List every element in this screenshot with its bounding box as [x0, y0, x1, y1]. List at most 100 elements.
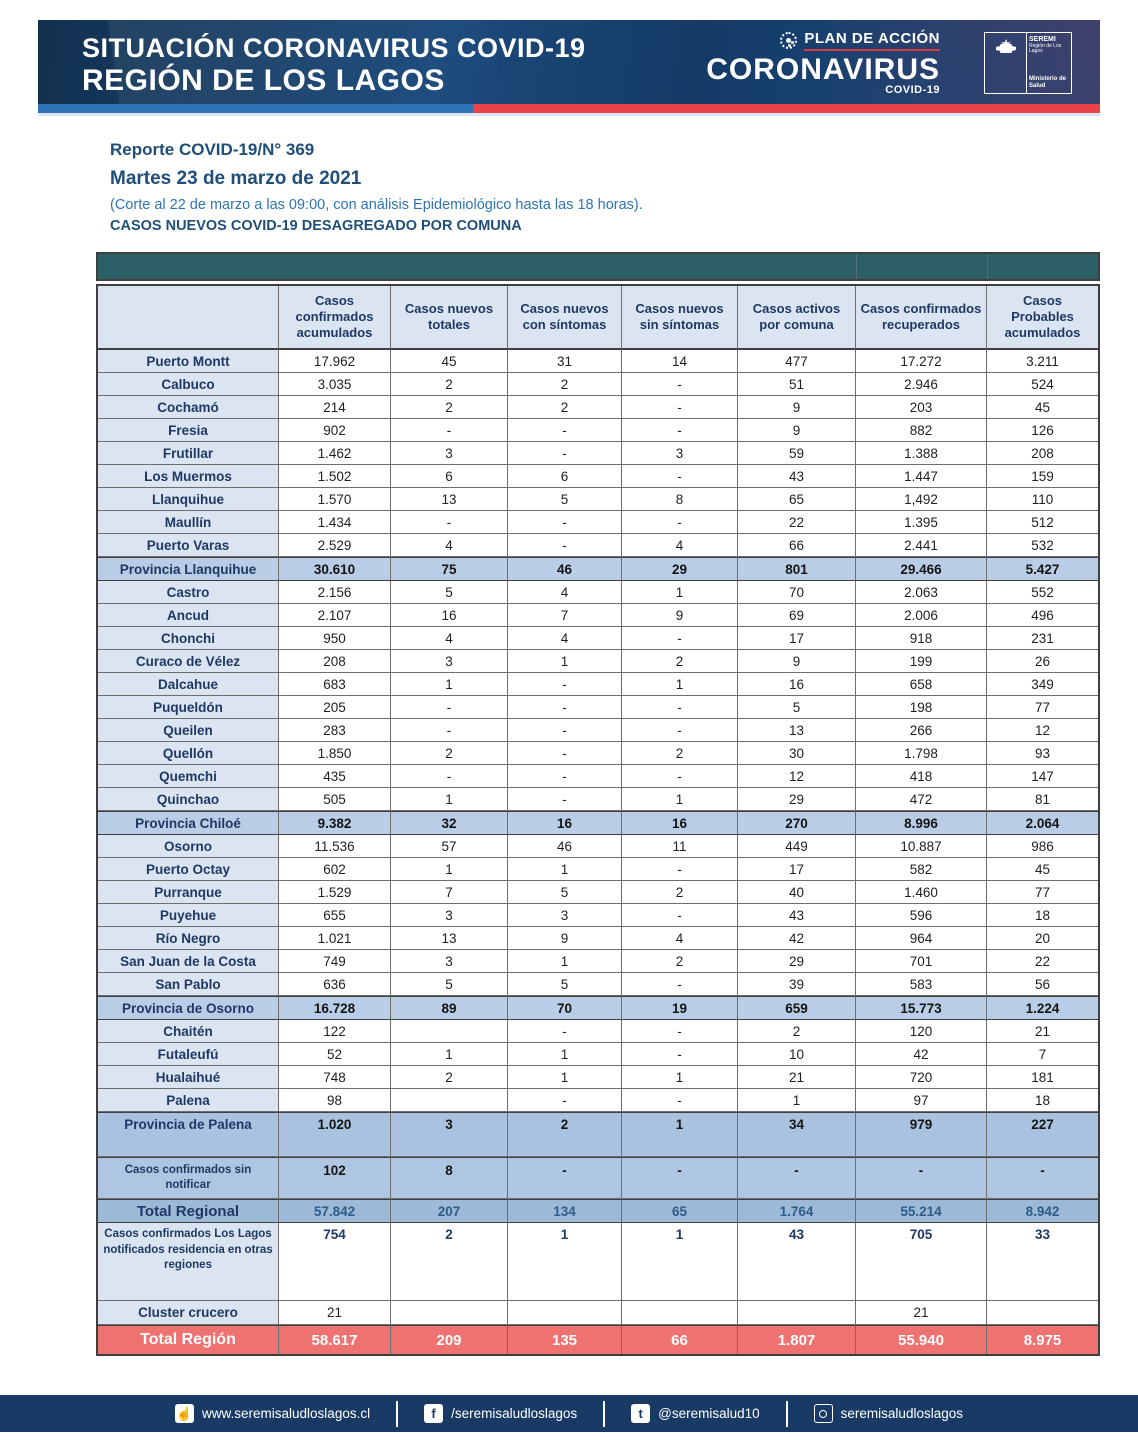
cell-value	[391, 1089, 508, 1112]
column-header: Casos nuevos sin síntomas	[622, 286, 738, 350]
row-label: Puerto Octay	[98, 858, 279, 881]
cell-value: 748	[279, 1066, 391, 1089]
cell-value: 7	[391, 881, 508, 904]
cell-value: 283	[279, 719, 391, 742]
cell-value: -	[622, 719, 738, 742]
row-label: Maullín	[98, 511, 279, 534]
table-row: Curaco de Vélez 208 3 1 2 9 199 26	[98, 650, 1098, 673]
footer-bar: ☝ www.seremisaludloslagos.cl f /seremisa…	[0, 1395, 1138, 1432]
cell-value: 1	[508, 1066, 622, 1089]
row-label: San Pablo	[98, 973, 279, 996]
cell-value: 231	[987, 627, 1098, 650]
cell-value: 5	[391, 973, 508, 996]
cell-value: 42	[856, 1043, 987, 1066]
cell-value: 21	[856, 1301, 987, 1325]
instagram-icon	[813, 1404, 833, 1423]
cell-value: 1	[738, 1089, 856, 1112]
cell-value: 16	[391, 604, 508, 627]
cell-value: 21	[738, 1066, 856, 1089]
table-row: Puerto Varas 2.529 4-4 66 2.441 532	[98, 534, 1098, 557]
cell-value: -	[622, 858, 738, 881]
table-row: Cluster crucero 21 21	[98, 1301, 1098, 1325]
cell-value: 29	[738, 788, 856, 811]
cell-value: 349	[987, 673, 1098, 696]
footer-instagram-label: seremisaludloslagos	[840, 1406, 963, 1421]
table-row: Provincia de Osorno 16.728 89 70 19 659 15.773…	[98, 996, 1098, 1020]
cell-value: 3	[391, 904, 508, 927]
row-label: Palena	[98, 1089, 279, 1112]
cell-value: 17	[738, 627, 856, 650]
row-label: Quemchi	[98, 765, 279, 788]
cell-value: 3	[391, 442, 508, 465]
footer-facebook-link[interactable]: f /seremisaludloslagos	[398, 1402, 603, 1426]
cell-value: 658	[856, 673, 987, 696]
cell-value: 102	[279, 1157, 391, 1199]
accent-strip-underline	[38, 113, 1100, 116]
table-row: Los Muermos 1.502 6 6-43 1.447 159	[98, 465, 1098, 488]
cell-value: 524	[987, 373, 1098, 396]
cell-value: 16	[738, 673, 856, 696]
cell-value: 3	[508, 904, 622, 927]
footer-tumblr-link[interactable]: t @seremisalud10	[605, 1402, 786, 1426]
cell-value: 208	[279, 650, 391, 673]
cell-value: 40	[738, 881, 856, 904]
cell-value: 449	[738, 835, 856, 858]
table-row: Quemchi 435- - -12 418 147	[98, 765, 1098, 788]
cell-value: 17.962	[279, 350, 391, 373]
table-row: San Juan de la Costa 749 3 1 2 29 701 22	[98, 950, 1098, 973]
row-label: Fresia	[98, 419, 279, 442]
cell-value: 532	[987, 534, 1098, 557]
cell-value: 6	[508, 465, 622, 488]
cell-value: 4	[508, 581, 622, 604]
cell-value: -	[508, 742, 622, 765]
row-label: Chaitén	[98, 1020, 279, 1043]
cell-value: -	[622, 1043, 738, 1066]
cell-value: 1	[622, 1223, 738, 1301]
row-label: Casos confirmados sin notificar	[98, 1157, 279, 1199]
table-row: Calbuco 3.035 2 2-51 2.946 524	[98, 373, 1098, 396]
cell-value: 2.529	[279, 534, 391, 557]
cell-value: 57.842	[279, 1199, 391, 1223]
cell-value: 2.441	[856, 534, 987, 557]
cell-value: 582	[856, 858, 987, 881]
row-label: Los Muermos	[98, 465, 279, 488]
cell-value: 16	[622, 811, 738, 835]
row-label: San Juan de la Costa	[98, 950, 279, 973]
cell-value: 1.462	[279, 442, 391, 465]
chile-crest-icon	[985, 33, 1027, 93]
cell-value: 950	[279, 627, 391, 650]
table-row: Dalcahue 683 1-1 16 658 349	[98, 673, 1098, 696]
cell-value: 5	[508, 973, 622, 996]
cell-value: 477	[738, 350, 856, 373]
cell-value: 2.156	[279, 581, 391, 604]
cell-value: -	[508, 696, 622, 719]
footer-tumblr-label: @seremisalud10	[658, 1406, 760, 1421]
cell-value: 1.850	[279, 742, 391, 765]
table-row: Puerto Montt 17.962 45 31 14 477 17.272 3.211	[98, 350, 1098, 373]
cell-value: 19	[622, 996, 738, 1020]
cell-value: 2	[508, 1112, 622, 1157]
cell-value: 30	[738, 742, 856, 765]
column-header-empty	[98, 286, 279, 350]
report-info: Reporte COVID-19/N° 369 Martes 23 de mar…	[110, 140, 643, 234]
cell-value: -	[391, 765, 508, 788]
table-row: Provincia Chiloé 9.382 32 16 16 270 8.996 2.064	[98, 811, 1098, 835]
cell-value: -	[508, 419, 622, 442]
cell-value: 26	[987, 650, 1098, 673]
table-row: Provincia de Palena 1.020 3 2 1 34 979 227	[98, 1112, 1098, 1157]
cell-value: 12	[738, 765, 856, 788]
table-row: Purranque 1.529 7 5 2 40 1.460 77	[98, 881, 1098, 904]
cell-value: -	[508, 534, 622, 557]
cell-value: 1.020	[279, 1112, 391, 1157]
cell-value: 5	[391, 581, 508, 604]
cell-value: -	[508, 788, 622, 811]
cell-value: 1.021	[279, 927, 391, 950]
footer-website-link[interactable]: ☝ www.seremisaludloslagos.cl	[149, 1402, 396, 1426]
row-label: Quellón	[98, 742, 279, 765]
cell-value: 2	[391, 373, 508, 396]
row-label: Puerto Montt	[98, 350, 279, 373]
report-subtitle: CASOS NUEVOS COVID-19 DESAGREGADO POR CO…	[110, 218, 522, 234]
footer-instagram-link[interactable]: seremisaludloslagos	[788, 1402, 989, 1426]
cell-value: 986	[987, 835, 1098, 858]
table-row: Osorno 11.536 57 46 11 449 10.887 986	[98, 835, 1098, 858]
